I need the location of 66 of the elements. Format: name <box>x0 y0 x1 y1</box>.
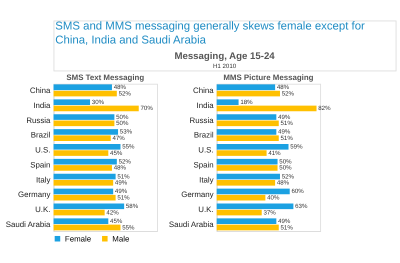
bar <box>54 106 139 112</box>
bar <box>216 84 276 90</box>
bar <box>216 120 279 126</box>
bar <box>54 188 114 194</box>
bar <box>54 114 114 120</box>
bar <box>54 204 124 210</box>
bar <box>216 194 266 201</box>
bar <box>54 194 116 201</box>
bar <box>216 99 239 105</box>
y-tick-label: Saudi Arabia <box>168 220 214 229</box>
y-tick-label: Russia <box>190 116 214 125</box>
bar <box>216 90 280 96</box>
bar <box>54 144 120 150</box>
bar <box>54 99 90 105</box>
legend-label: Male <box>112 234 130 244</box>
y-tick-label: Brazil <box>194 130 214 140</box>
y-tick-label: China <box>193 86 214 96</box>
y-tick-label: U.K. <box>35 205 50 214</box>
y-tick-label: Italy <box>199 175 214 184</box>
y-tick-label: India <box>196 100 214 110</box>
bar <box>54 174 116 180</box>
bar <box>54 218 108 224</box>
y-tick-label: Italy <box>36 175 50 184</box>
bar <box>54 120 114 126</box>
bar <box>216 224 279 230</box>
y-tick-label: Saudi Arabia <box>6 220 52 229</box>
y-tick-label: Brazil <box>30 130 51 140</box>
bar <box>216 129 276 135</box>
bar <box>216 210 262 216</box>
legend-label: Female <box>64 234 92 244</box>
bar <box>216 204 294 210</box>
y-tick-label: U.S. <box>35 146 50 155</box>
bar <box>54 90 117 96</box>
y-tick-label: India <box>33 100 52 110</box>
y-tick-label: Spain <box>193 160 214 170</box>
bar <box>54 84 112 90</box>
bar <box>54 150 108 156</box>
y-tick-label: China <box>30 86 52 96</box>
text: SMS and MMS messaging generally skews female except for China, India and Saudi Arabia <box>55 20 366 46</box>
y-tick-label: U.K. <box>198 205 214 214</box>
bar <box>216 150 267 156</box>
bar <box>216 106 317 112</box>
bar <box>54 180 114 186</box>
text: Messaging, Age 15-24 <box>174 51 276 62</box>
y-tick-label: Spain <box>30 160 50 170</box>
bar <box>54 165 112 171</box>
chart-title: MMS Picture Messaging <box>223 73 314 82</box>
bar <box>54 135 111 142</box>
chart-title: SMS Text Messaging <box>66 73 144 82</box>
bar <box>216 158 278 165</box>
bar <box>216 188 290 194</box>
bar <box>216 135 279 142</box>
bar <box>54 210 105 216</box>
y-tick-label: U.S. <box>198 146 214 155</box>
bar <box>54 158 117 165</box>
bar <box>216 218 276 224</box>
y-tick-label: Germany <box>18 190 50 200</box>
bar <box>216 165 278 171</box>
bar <box>216 174 280 180</box>
y-tick-label: Russia <box>26 116 52 125</box>
bar <box>216 144 289 150</box>
bar <box>54 224 120 230</box>
bar <box>216 114 276 120</box>
bar <box>54 129 118 135</box>
y-tick-label: Germany <box>181 190 214 200</box>
bar <box>216 180 276 186</box>
